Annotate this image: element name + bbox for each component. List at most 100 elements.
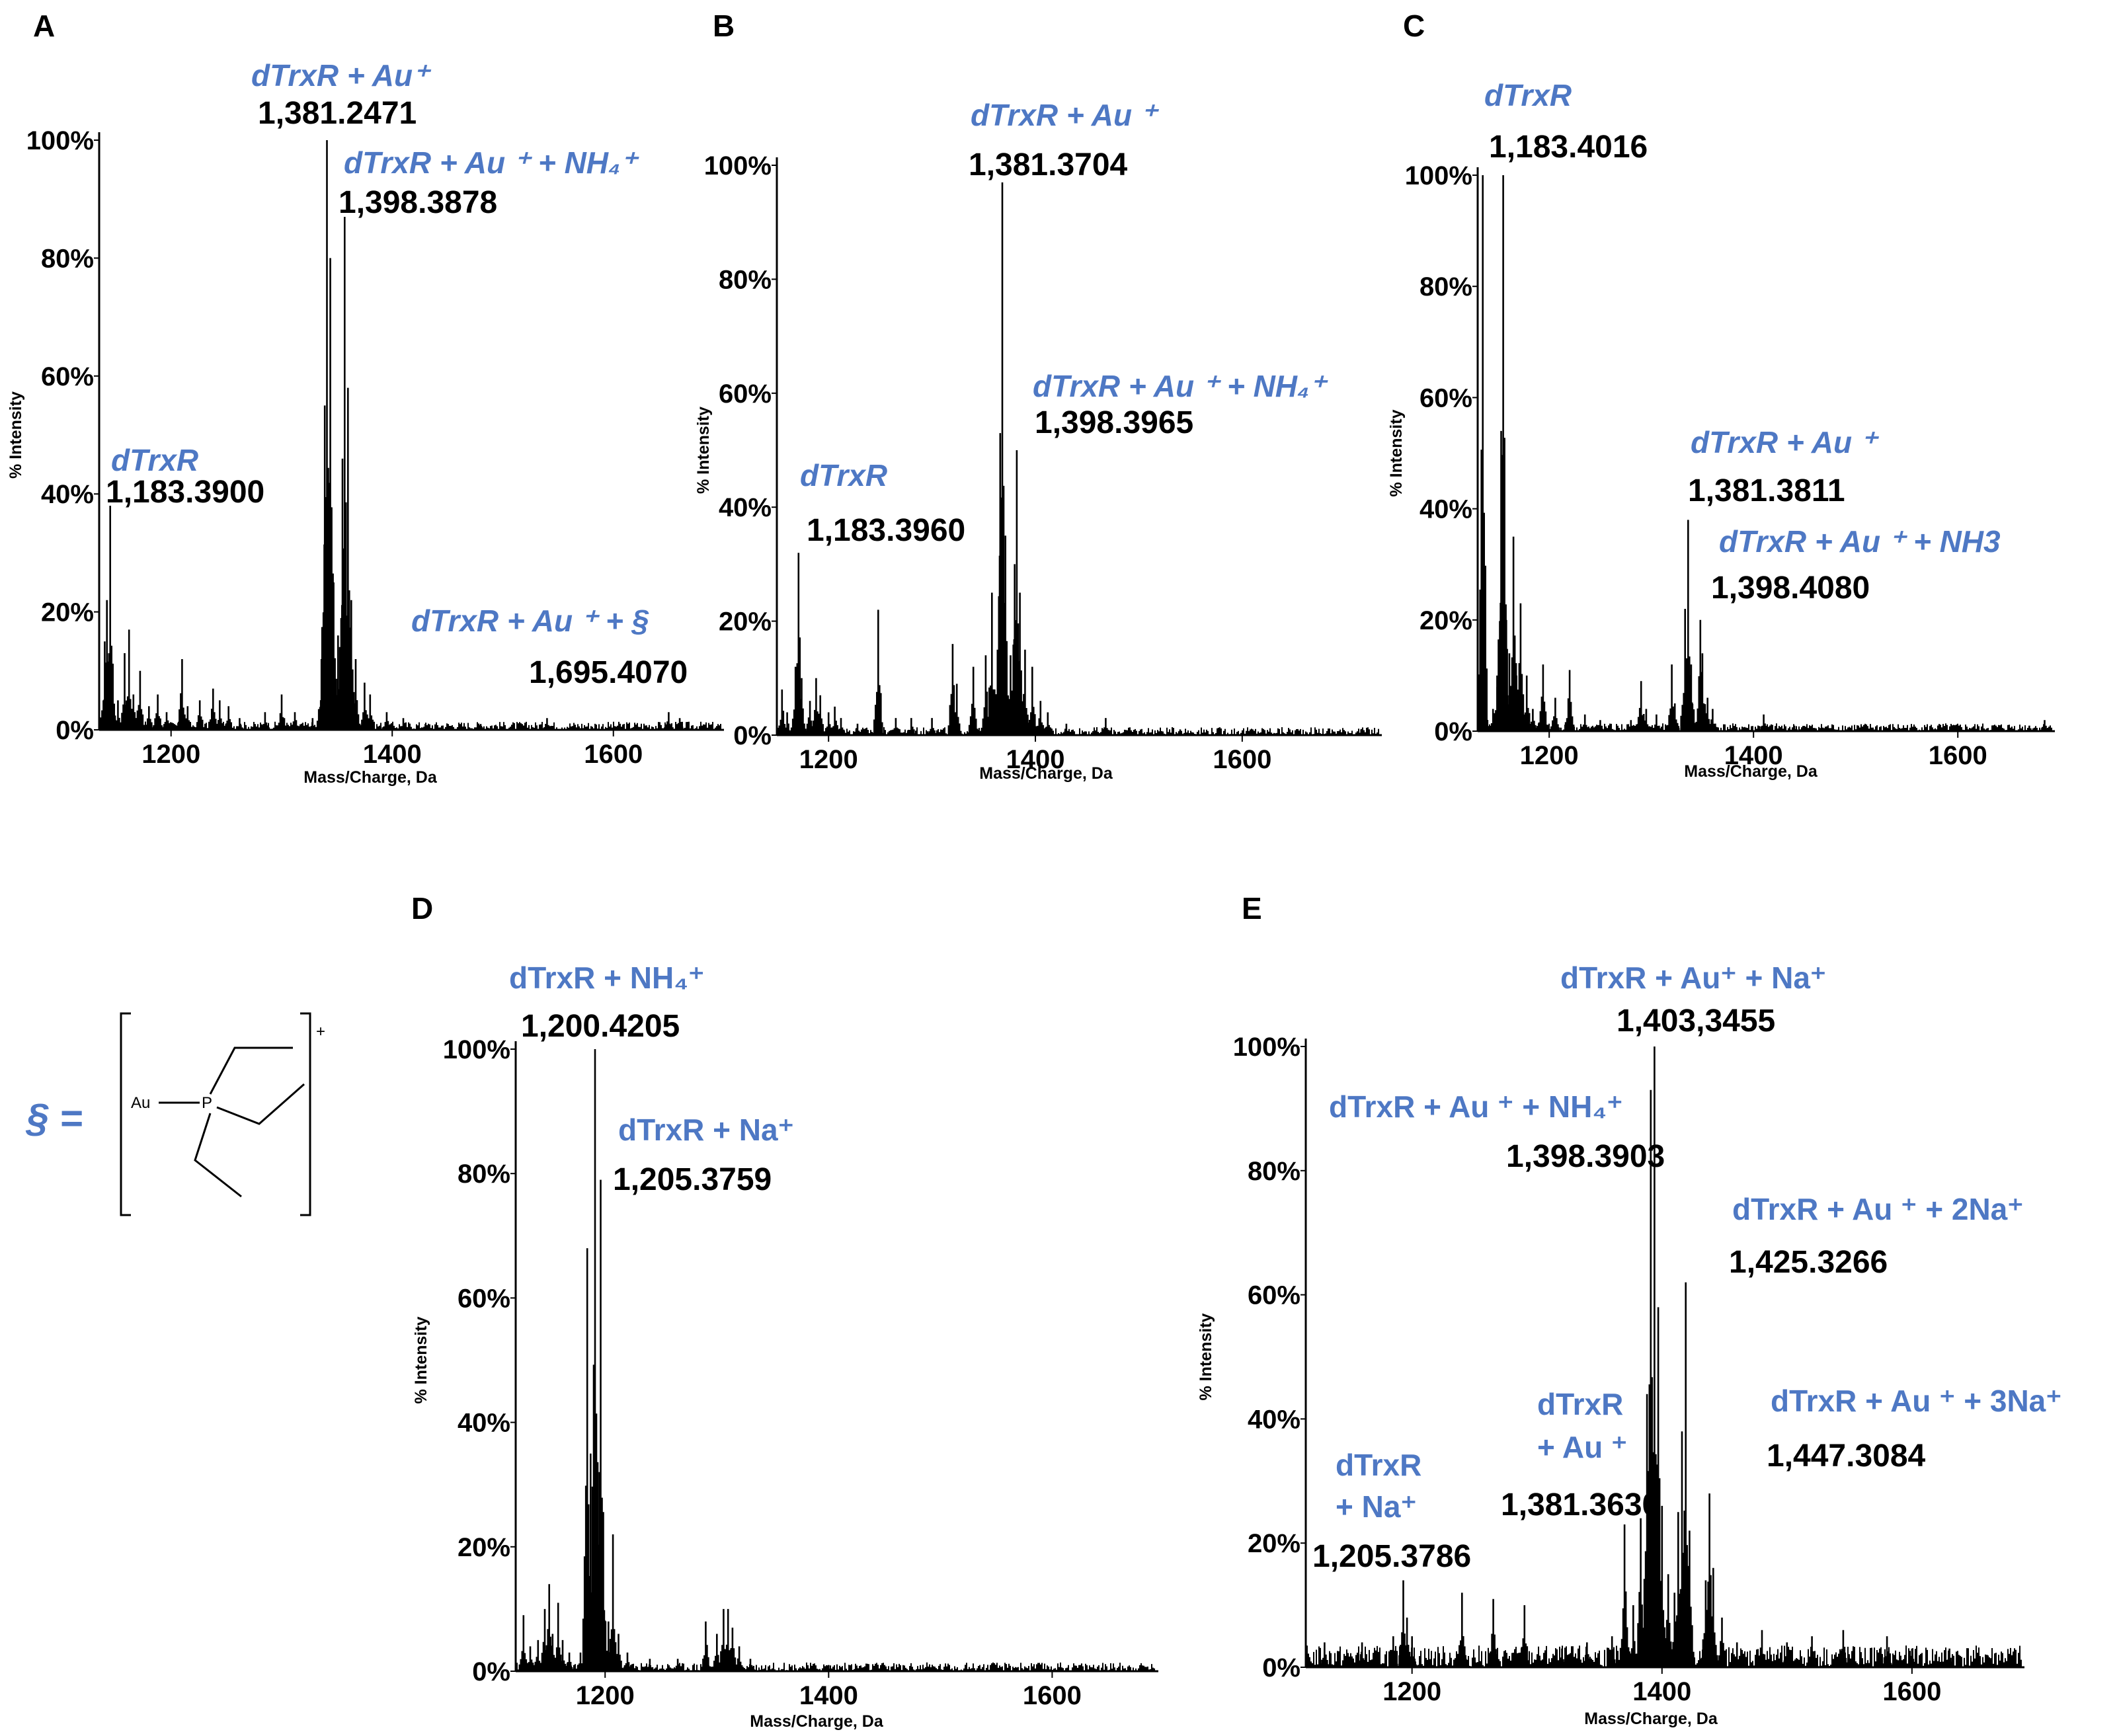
peak-label-e-6b: + Na⁺	[1336, 1489, 1417, 1524]
spectrum-peak-d-1	[525, 1646, 536, 1671]
spectrum-peak-a-22	[307, 718, 318, 730]
spectrum-peak-e-12	[1619, 1524, 1630, 1667]
peak-label-e-4: dTrxR + Au ⁺ + 3Na⁺	[1771, 1384, 2062, 1418]
x-axis-title-c: Mass/Charge, Da	[1684, 762, 1818, 781]
spectrum-peak-d-23	[712, 1634, 722, 1671]
y-tick-label-b-100: 100%	[704, 151, 772, 180]
y-tick-label-a-80: 80%	[41, 244, 94, 273]
x-tick-label-a-1600: 1600	[584, 740, 643, 769]
y-tick-label-c-40: 40%	[1419, 495, 1472, 524]
spectrum-peak-d-6	[553, 1602, 563, 1671]
spectrum-peak-c-28	[1697, 653, 1708, 731]
peak-value-e-6: 1,205.3786	[1312, 1539, 1471, 1574]
spectrum-peak-d-21	[672, 1659, 683, 1671]
spectrum-peak-e-18	[1653, 1307, 1663, 1667]
spectrum-peak-a-16	[215, 700, 225, 730]
spectrum-peak-e-20	[1663, 1574, 1673, 1667]
peak-label-a-4: dTrxR + Au ⁺ + §	[411, 604, 649, 638]
peak-value-d-2: 1,205.3759	[613, 1162, 772, 1197]
spectrum-peak-a-26	[325, 258, 335, 730]
spectrum-peak-e-24	[1681, 1282, 1691, 1667]
peak-label-a-1: dTrxR + Au⁺	[251, 58, 432, 93]
spectrum-peak-b-19	[980, 655, 991, 735]
spectrum-peak-d-26	[727, 1628, 738, 1671]
y-tick-label-a-60: 60%	[41, 362, 94, 391]
peak-value-a-4: 1,695.4070	[529, 655, 688, 690]
peak-label-d-2: dTrxR + Na⁺	[618, 1113, 794, 1147]
spectrum-peak-a-14	[194, 700, 205, 730]
spectrum-plot-b: 0% 20% 40% 60% 80% 100% 1200 1400 1600 Mass/Charg…	[694, 151, 1382, 783]
spectrum-peak-e-31	[1757, 1630, 1767, 1667]
baseline-noise-b	[778, 727, 1379, 735]
spectrum-peak-d-5	[547, 1634, 558, 1671]
peak-value-e-2: 1,398.3903	[1506, 1139, 1665, 1174]
left-bracket	[120, 1012, 131, 1216]
spectrum-peak-c-11	[1521, 675, 1532, 731]
x-tick-label-d-1200: 1200	[576, 1681, 635, 1710]
panel-d: D 0% 20% 40% 60% 80% 100% 1200 1400 1600 Mass/Cha…	[411, 891, 1158, 1731]
spectrum-plot-c: 0% 20% 40% 60% 80% 100% 1200 1400 1600 Mass/Charg…	[1387, 161, 2055, 781]
spectrum-peak-c-15	[1564, 670, 1575, 731]
y-tick-label-e-80: 80%	[1248, 1157, 1300, 1186]
spectrum-peak-a-19	[260, 712, 270, 730]
peak-label-e-1: dTrxR + Au⁺ + Na⁺	[1560, 961, 1826, 995]
peak-label-b-3: dTrxR	[800, 458, 887, 493]
spectrum-peak-c-8	[1508, 536, 1519, 731]
spectrum-peak-c-35	[2040, 720, 2050, 731]
spectrum-peak-b-0	[777, 690, 787, 735]
spectrum-peak-e-11	[1607, 1636, 1617, 1667]
peak-label-a-3: dTrxR	[111, 443, 198, 477]
peak-label-c-2: dTrxR + Au ⁺	[1691, 425, 1880, 459]
spectrum-peak-d-4	[544, 1584, 554, 1671]
spectrum-peak-b-18	[968, 666, 979, 735]
y-axis-title-c: % Intensity	[1387, 409, 1406, 496]
y-tick-label-e-20: 20%	[1248, 1529, 1300, 1558]
spectrum-peak-d-22	[701, 1621, 711, 1671]
spectrum-peak-d-7	[557, 1639, 568, 1671]
spectrum-peak-e-0	[1320, 1642, 1330, 1667]
spectrum-peak-c-1	[1480, 697, 1490, 731]
y-axis-title-b: % Intensity	[694, 407, 713, 494]
spectrum-peak-c-13	[1538, 664, 1548, 731]
peak-label-a-2: dTrxR + Au ⁺ + NH₄⁺	[344, 145, 639, 180]
spectrum-peak-a-7	[128, 694, 139, 730]
spectrum-peak-e-36	[1907, 1648, 1917, 1667]
spectrum-peak-a-35	[365, 694, 376, 730]
spectrum-plot-a: 0% 20% 40% 60% 80% 100% 1200 1400 1600 Mass/Charg…	[7, 126, 724, 787]
y-tick-label-a-0: 0%	[56, 716, 94, 745]
spectrum-peak-e-34	[1838, 1630, 1849, 1667]
y-axis-title-e: % Intensity	[1197, 1313, 1215, 1400]
peak-value-d-1: 1,200.4205	[521, 1009, 680, 1044]
spectrum-peak-e-1	[1357, 1642, 1367, 1667]
spectrum-peak-e-4	[1402, 1617, 1412, 1667]
spectrum-peak-e-3	[1398, 1580, 1408, 1667]
spectrum-peak-c-25	[1683, 520, 1693, 731]
panel-letter-e: E	[1242, 891, 1262, 926]
panel-e: E 0% 20% 40% 60% 80% 100% 1200 1400 1600 Mass/Cha…	[1197, 891, 2062, 1728]
spectrum-peak-e-14	[1636, 1518, 1646, 1667]
spectrum-peak-a-21	[290, 712, 300, 730]
spectrum-peak-a-27	[329, 582, 339, 730]
spectrum-peak-b-12	[873, 610, 883, 735]
peak-value-c-2: 1,381.3811	[1688, 473, 1845, 508]
triethylphosphine-gold-structure: + Au P	[120, 1012, 325, 1216]
y-tick-label-a-40: 40%	[41, 480, 94, 509]
spectrum-peak-a-41	[664, 712, 674, 730]
spectrum-peak-a-36	[381, 712, 392, 730]
spectrum-peak-c-12	[1528, 709, 1538, 731]
spectrum-peak-b-7	[815, 695, 825, 735]
spectrum-peak-b-15	[927, 718, 937, 735]
peak-label-b-2: dTrxR + Au ⁺ + NH₄⁺	[1033, 369, 1328, 403]
spectrum-peak-b-33	[1101, 718, 1111, 735]
spectrum-peak-a-20	[276, 694, 287, 730]
y-tick-label-c-20: 20%	[1419, 606, 1472, 635]
spectrum-peak-b-29	[1027, 666, 1037, 735]
y-tick-label-d-40: 40%	[458, 1409, 510, 1438]
ethyl-group-3	[194, 1113, 242, 1198]
spectrum-peak-d-18	[614, 1634, 623, 1671]
gold-atom-label: Au	[131, 1094, 150, 1112]
spectrum-peak-a-18	[235, 718, 245, 730]
y-axis-title-d: % Intensity	[412, 1316, 430, 1403]
spectrum-peak-a-33	[350, 659, 361, 730]
